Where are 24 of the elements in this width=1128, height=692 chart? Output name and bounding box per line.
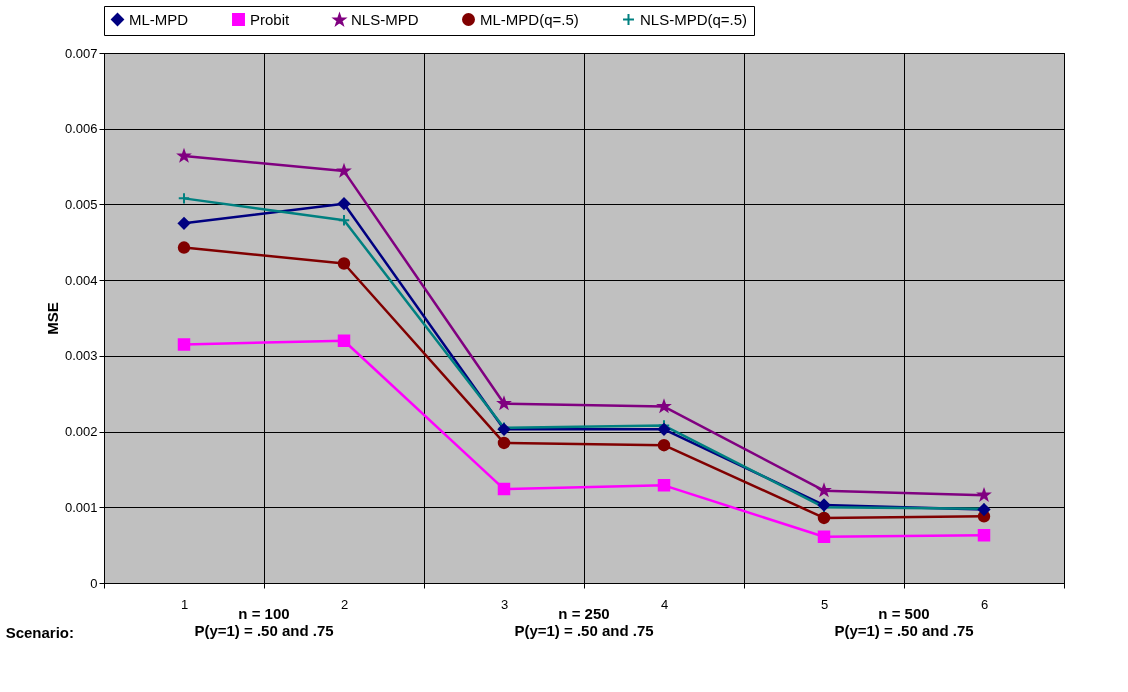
legend-label: NLS-MPD(q=.5) — [640, 10, 748, 28]
x-axis-title: Scenario: — [5, 624, 74, 641]
legend-label: NLS-MPD — [351, 11, 419, 29]
x-tick-label: 3 — [500, 596, 509, 612]
legend-label: Probit — [250, 10, 291, 28]
text: n = 500 P(y=1) = .50 and .75 — [834, 605, 974, 639]
y-axis-title: MSE — [43, 302, 61, 335]
y-tick-label: 0.001 — [64, 499, 98, 515]
x-tick-label: 6 — [980, 596, 989, 612]
x-tick-label: 5 — [820, 596, 829, 612]
text: n = 250 P(y=1) = .50 and .75 — [514, 605, 654, 639]
y-tick-label: 0.003 — [64, 348, 98, 364]
y-tick-label: 0.005 — [64, 196, 98, 212]
y-tick-label: 0.006 — [64, 121, 98, 137]
x-tick-label: 2 — [340, 596, 349, 612]
x-tick-label: 4 — [660, 596, 669, 612]
legend-label: ML-MPD(q=.5) — [480, 10, 579, 28]
y-tick-label: 0.004 — [64, 272, 98, 288]
y-tick-label: 0.007 — [64, 45, 98, 61]
x-tick-label: 1 — [180, 596, 189, 612]
y-tick-label: 0.002 — [64, 424, 98, 440]
legend-label: ML-MPD — [129, 10, 189, 28]
y-tick-label: 0 — [90, 575, 98, 591]
text: n = 100 P(y=1) = .50 and .75 — [194, 605, 334, 639]
